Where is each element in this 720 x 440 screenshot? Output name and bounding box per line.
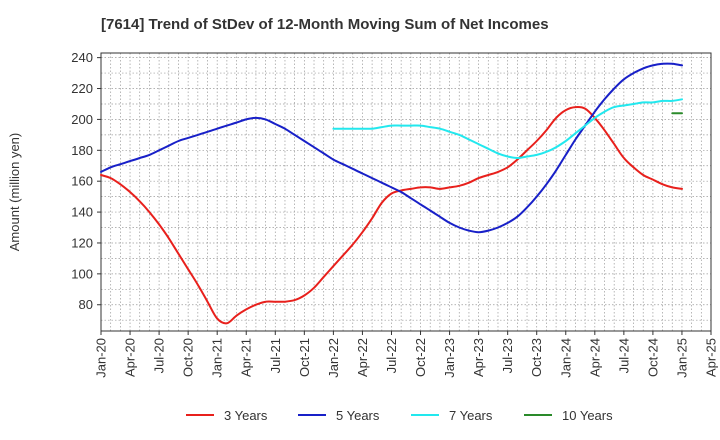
x-tick-label: Jan-23 bbox=[442, 338, 457, 378]
y-tick-label: 220 bbox=[71, 81, 93, 96]
x-tick-label: Oct-22 bbox=[413, 338, 428, 377]
x-tick-label: Jul-21 bbox=[268, 338, 283, 373]
x-tick-label: Apr-24 bbox=[587, 338, 602, 377]
legend: 3 Years 5 Years 7 Years 10 Years bbox=[186, 408, 613, 423]
x-tick-label: Jan-25 bbox=[674, 338, 689, 378]
x-tick-label: Jul-20 bbox=[152, 338, 167, 373]
x-axis-ticks: Jan-20 Apr-20 Jul-20 Oct-20 Jan-21 Apr-21 Jul-… bbox=[94, 331, 719, 378]
legend-label-5-years: 5 Years bbox=[336, 408, 380, 423]
x-tick-label: Jan-21 bbox=[210, 338, 225, 378]
x-tick-label: Jan-24 bbox=[558, 338, 573, 378]
y-axis-label: Amount (million yen) bbox=[7, 133, 22, 252]
y-tick-label: 140 bbox=[71, 205, 93, 220]
y-tick-label: 240 bbox=[71, 50, 93, 65]
x-tick-label: Oct-23 bbox=[529, 338, 544, 377]
x-tick-label: Oct-21 bbox=[297, 338, 312, 377]
x-tick-label: Oct-20 bbox=[181, 338, 196, 377]
x-tick-label: Jul-23 bbox=[500, 338, 515, 373]
x-tick-label: Jan-20 bbox=[94, 338, 109, 378]
x-tick-label: Jul-22 bbox=[384, 338, 399, 373]
plot-frame bbox=[100, 52, 712, 332]
y-tick-label: 100 bbox=[71, 266, 93, 281]
grid-layer bbox=[100, 53, 712, 331]
x-tick-label: Apr-22 bbox=[355, 338, 370, 377]
x-tick-label: Apr-20 bbox=[123, 338, 138, 377]
x-tick-label: Oct-24 bbox=[645, 338, 660, 377]
y-tick-label: 160 bbox=[71, 174, 93, 189]
x-tick-label: Apr-25 bbox=[704, 338, 719, 377]
y-tick-label: 200 bbox=[71, 112, 93, 127]
legend-label-10-years: 10 Years bbox=[562, 408, 613, 423]
y-tick-label: 120 bbox=[71, 235, 93, 250]
x-tick-label: Apr-21 bbox=[239, 338, 254, 377]
y-tick-label: 180 bbox=[71, 143, 93, 158]
x-tick-label: Jan-22 bbox=[326, 338, 341, 378]
y-axis-ticks: 80 100 120 140 160 180 200 220 240 bbox=[71, 50, 101, 312]
y-tick-label: 80 bbox=[79, 297, 93, 312]
legend-label-3-years: 3 Years bbox=[224, 408, 268, 423]
chart-title: [7614] Trend of StDev of 12-Month Moving… bbox=[101, 16, 549, 33]
series-line-7-years bbox=[332, 98, 683, 159]
x-tick-label: Jul-24 bbox=[616, 338, 631, 373]
series-line-3-years bbox=[100, 105, 683, 325]
legend-label-7-years: 7 Years bbox=[449, 408, 493, 423]
series-layer bbox=[100, 62, 683, 325]
x-tick-label: Apr-23 bbox=[471, 338, 486, 377]
